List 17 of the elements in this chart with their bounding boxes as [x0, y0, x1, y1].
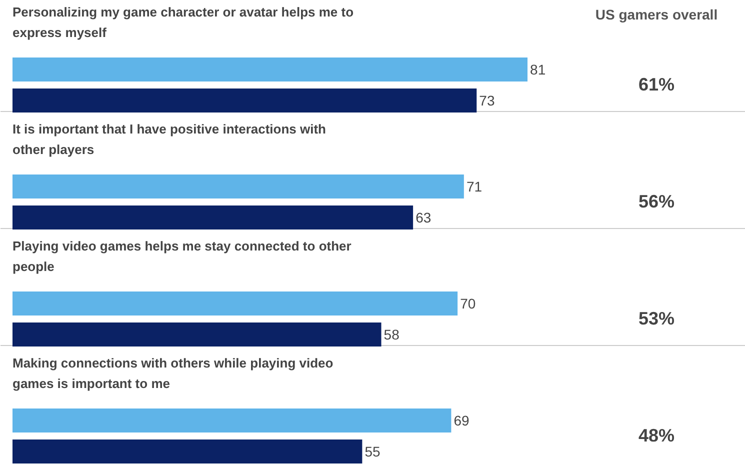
- text: 61%: [638, 74, 675, 94]
- data-label: 63: [416, 210, 432, 226]
- data-label: 55: [364, 444, 381, 460]
- text: 48%: [638, 426, 675, 446]
- text: 56%: [638, 192, 675, 212]
- data-label: 71: [466, 178, 482, 194]
- text: 53%: [638, 308, 675, 328]
- data-label: 58: [384, 326, 400, 342]
- data-label: 81: [530, 62, 546, 78]
- y-tick-label: It is important that I have positive interactions with other players: [12, 122, 326, 157]
- text: US gamers overall: [595, 6, 718, 22]
- y-tick-label: Playing video games helps me stay connected to other people: [12, 238, 352, 274]
- y-tick-label: Making connections with others while playing video games is important to me: [12, 356, 334, 391]
- data-label: 73: [479, 92, 495, 108]
- data-label: 70: [460, 296, 476, 312]
- y-tick-label: Personalizing my game character or avatar helps me to express myself: [12, 4, 354, 40]
- data-label: 69: [454, 412, 470, 428]
